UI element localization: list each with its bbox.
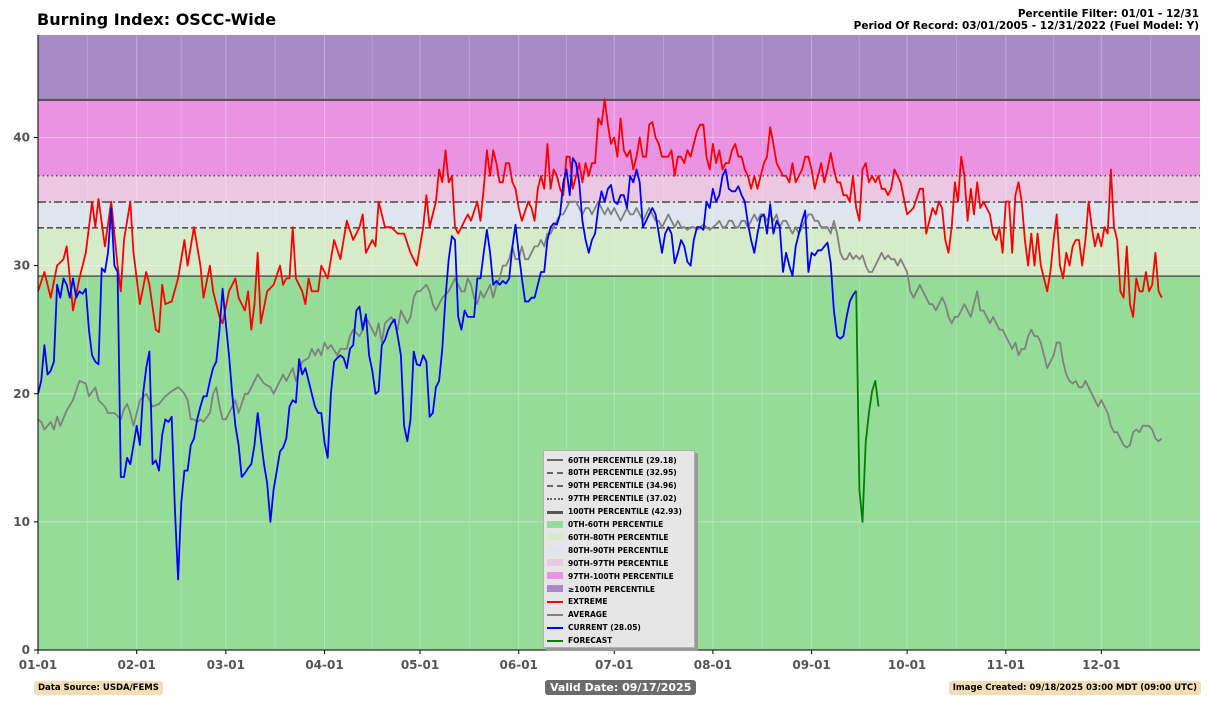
x-tick-label: 07-01	[595, 658, 633, 672]
legend-key	[547, 532, 563, 542]
series-line-forecast	[855, 290, 880, 523]
legend-key	[547, 571, 563, 581]
legend-item: 80TH-90TH PERCENTILE	[547, 544, 669, 556]
y-tick-label: 20	[13, 387, 30, 401]
legend-label: 60TH PERCENTILE (29.18)	[568, 455, 677, 465]
legend-key	[547, 584, 563, 594]
legend-label: CURRENT (28.05)	[568, 623, 641, 633]
legend-label: ≥100TH PERCENTILE	[568, 584, 656, 594]
x-tick-label: 09-01	[792, 658, 830, 672]
series-line-current	[37, 157, 857, 581]
x-tick-label: 01-01	[19, 658, 57, 672]
period-of-record-text: Period Of Record: 03/01/2005 - 12/31/202…	[853, 20, 1199, 32]
series-line-average	[37, 200, 1163, 449]
band-100-plus	[38, 35, 1200, 100]
legend-key	[547, 636, 563, 646]
x-tick-label: 12-01	[1082, 658, 1120, 672]
percentile-bands	[38, 35, 1200, 650]
legend-item: 60TH PERCENTILE (29.18)	[547, 454, 677, 466]
x-tick-label: 05-01	[401, 658, 439, 672]
legend-key	[547, 558, 563, 568]
legend-label: FORECAST	[568, 636, 613, 646]
legend-item: 97TH-100TH PERCENTILE	[547, 570, 674, 582]
legend-item: FORECAST	[547, 635, 612, 647]
band-80-90	[38, 202, 1200, 228]
legend-label: 97TH-100TH PERCENTILE	[568, 571, 674, 581]
legend: 60TH PERCENTILE (29.18) 80TH PERCENTILE (…	[543, 450, 695, 648]
x-tick-label: 06-01	[500, 658, 538, 672]
x-tick-label: 11-01	[987, 658, 1025, 672]
legend-key	[547, 545, 563, 555]
data-source-badge: Data Source: USDA/FEMS	[34, 681, 163, 695]
legend-label: 90TH-97TH PERCENTILE	[568, 558, 669, 568]
legend-label: AVERAGE	[568, 610, 608, 620]
series-lines	[37, 98, 1163, 581]
x-tick-label: 08-01	[694, 658, 732, 672]
legend-label: EXTREME	[568, 597, 608, 607]
legend-key	[547, 455, 563, 465]
valid-date-badge: Valid Date: 09/17/2025	[545, 680, 697, 695]
legend-item: 90TH PERCENTILE (34.96)	[547, 480, 677, 492]
x-tick-label: 03-01	[207, 658, 245, 672]
legend-label: 80TH-90TH PERCENTILE	[568, 545, 669, 555]
legend-item: CURRENT (28.05)	[547, 622, 641, 634]
legend-item: 80TH PERCENTILE (32.95)	[547, 467, 677, 479]
legend-key	[547, 610, 563, 620]
y-tick-label: 30	[13, 259, 30, 273]
chart-title: Burning Index: OSCC-Wide	[37, 10, 277, 29]
series-line-extreme	[37, 98, 1163, 334]
legend-label: 90TH PERCENTILE (34.96)	[568, 481, 677, 491]
percentile-filter-text: Percentile Filter: 01/01 - 12/31	[1017, 8, 1199, 20]
legend-item: 97TH PERCENTILE (37.02)	[547, 493, 677, 505]
legend-item: 100TH PERCENTILE (42.93)	[547, 506, 682, 518]
y-tick-label: 40	[13, 131, 30, 145]
legend-key	[547, 468, 563, 478]
legend-key	[547, 520, 563, 530]
image-created-badge: Image Created: 09/18/2025 03:00 MDT (09:…	[948, 681, 1201, 695]
x-tick-label: 04-01	[305, 658, 343, 672]
x-tick-label: 10-01	[888, 658, 926, 672]
legend-key	[547, 494, 563, 504]
legend-key	[547, 597, 563, 607]
legend-label: 60TH-80TH PERCENTILE	[568, 532, 669, 542]
x-tick-label: 02-01	[117, 658, 155, 672]
legend-item: ≥100TH PERCENTILE	[547, 583, 655, 595]
legend-item: 60TH-80TH PERCENTILE	[547, 531, 669, 543]
legend-item: 90TH-97TH PERCENTILE	[547, 557, 669, 569]
legend-key	[547, 623, 563, 633]
axes: 0 10 20 30 40 01-01 02-01 03-01 04-01 05-01 06-01 0…	[13, 35, 1200, 672]
y-tick-label: 10	[13, 515, 30, 529]
band-60-80	[38, 227, 1200, 277]
legend-label: 100TH PERCENTILE (42.93)	[568, 507, 682, 517]
legend-label: 80TH PERCENTILE (32.95)	[568, 468, 677, 478]
y-tick-label: 0	[22, 643, 30, 657]
legend-item: AVERAGE	[547, 609, 607, 621]
legend-key	[547, 507, 563, 517]
legend-item: 0TH-60TH PERCENTILE	[547, 519, 663, 531]
legend-key	[547, 481, 563, 491]
legend-label: 0TH-60TH PERCENTILE	[568, 520, 664, 529]
legend-item: EXTREME	[547, 596, 608, 608]
legend-label: 97TH PERCENTILE (37.02)	[568, 494, 677, 504]
